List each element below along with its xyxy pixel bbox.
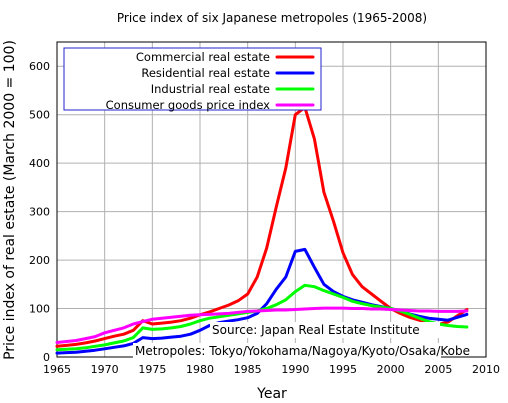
y-tick-label: 100 <box>29 303 50 316</box>
legend-label-3: Industrial real estate <box>151 82 270 96</box>
y-tick-label: 0 <box>43 351 50 364</box>
series-line-4 <box>55 306 469 344</box>
x-tick-label: 1975 <box>138 363 166 376</box>
legend-label-2: Residential real estate <box>141 66 270 80</box>
x-axis-label: Year <box>256 386 287 402</box>
y-tick-label: 500 <box>29 109 50 122</box>
x-tick-label: 1990 <box>281 363 309 376</box>
x-axis-ticks: 1965 1970 1975 1980 1985 1990 1995 2000 2005 2010 <box>43 363 500 376</box>
x-tick-label: 2010 <box>472 363 500 376</box>
y-axis-ticks: 0 100 200 300 400 500 600 <box>29 60 50 364</box>
x-tick-label: 1985 <box>234 363 262 376</box>
annotation-bg-metropoles <box>133 343 441 359</box>
y-tick-label: 400 <box>29 157 50 170</box>
x-tick-label: 1970 <box>91 363 119 376</box>
series-line-1 <box>55 105 469 348</box>
x-tick-label: 1995 <box>329 363 357 376</box>
annotation-metropoles: Metropoles: Tokyo/Yokohama/Nagoya/Kyoto/… <box>135 344 470 358</box>
annotation-bg-source <box>210 322 440 338</box>
chart-title: Price index of six Japanese metropoles (… <box>117 11 427 25</box>
x-tick-label: 1980 <box>186 363 214 376</box>
annotation-source: Source: Japan Real Estate Institute <box>212 323 420 337</box>
x-tick-label: 1965 <box>43 363 71 376</box>
y-tick-label: 300 <box>29 206 50 219</box>
legend: Commercial real estate Residential real e… <box>63 47 322 112</box>
legend-label-4: Consumer goods price index <box>106 98 271 112</box>
legend-label-1: Commercial real estate <box>136 50 270 64</box>
annotations: Source: Japan Real Estate Institute Metr… <box>133 322 470 359</box>
series-lines <box>55 105 469 355</box>
x-tick-label: 2005 <box>424 363 452 376</box>
x-tick-label: 2000 <box>377 363 405 376</box>
y-tick-label: 600 <box>29 60 50 73</box>
y-tick-label: 200 <box>29 254 50 267</box>
y-axis-label: Price index of real estate (March 2000 =… <box>2 40 18 360</box>
